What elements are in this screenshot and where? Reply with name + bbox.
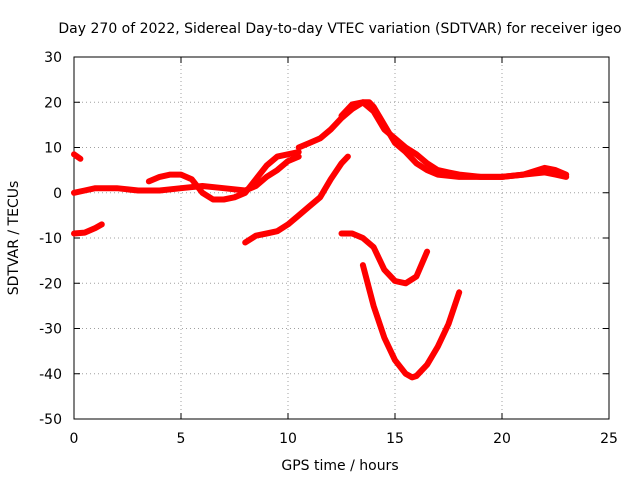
series-group [71,99,570,381]
x-tick-label: 0 [70,431,79,447]
y-tick-label: 30 [44,50,62,66]
y-tick-label: 10 [44,141,62,157]
y-tick-label: 20 [44,95,62,111]
x-tick-label: 15 [386,431,404,447]
series-line-s8 [338,230,431,287]
y-tick-label: -30 [39,322,62,338]
x-tick-labels: 0 5 10 15 20 25 [70,431,618,447]
series-line-s1 [71,151,84,162]
y-tick-label: -10 [39,231,62,247]
y-tick-label: -40 [39,367,62,383]
x-tick-label: 20 [493,431,511,447]
chart-title: Day 270 of 2022, Sidereal Day-to-day VTE… [58,21,621,37]
series-line-s9 [359,262,463,381]
x-tick-label: 5 [177,431,186,447]
grid-lines [74,57,609,419]
series-line-s6 [338,99,570,180]
y-axis-label: SDTVAR / TECUs [6,181,22,296]
series-line-s3 [71,153,302,196]
x-tick-label: 25 [600,431,618,447]
x-axis-label: GPS time / hours [281,458,398,474]
axis-ticks [73,56,610,420]
y-tick-label: -50 [39,412,62,428]
series-line-s4 [145,149,302,203]
y-tick-label: -20 [39,276,62,292]
y-tick-labels: -50 -40 -30 -20 -10 0 10 20 30 [39,50,62,428]
y-tick-label: 0 [53,186,62,202]
series-line-s7 [242,153,351,246]
x-tick-label: 10 [279,431,297,447]
series-line-s2 [71,221,105,237]
